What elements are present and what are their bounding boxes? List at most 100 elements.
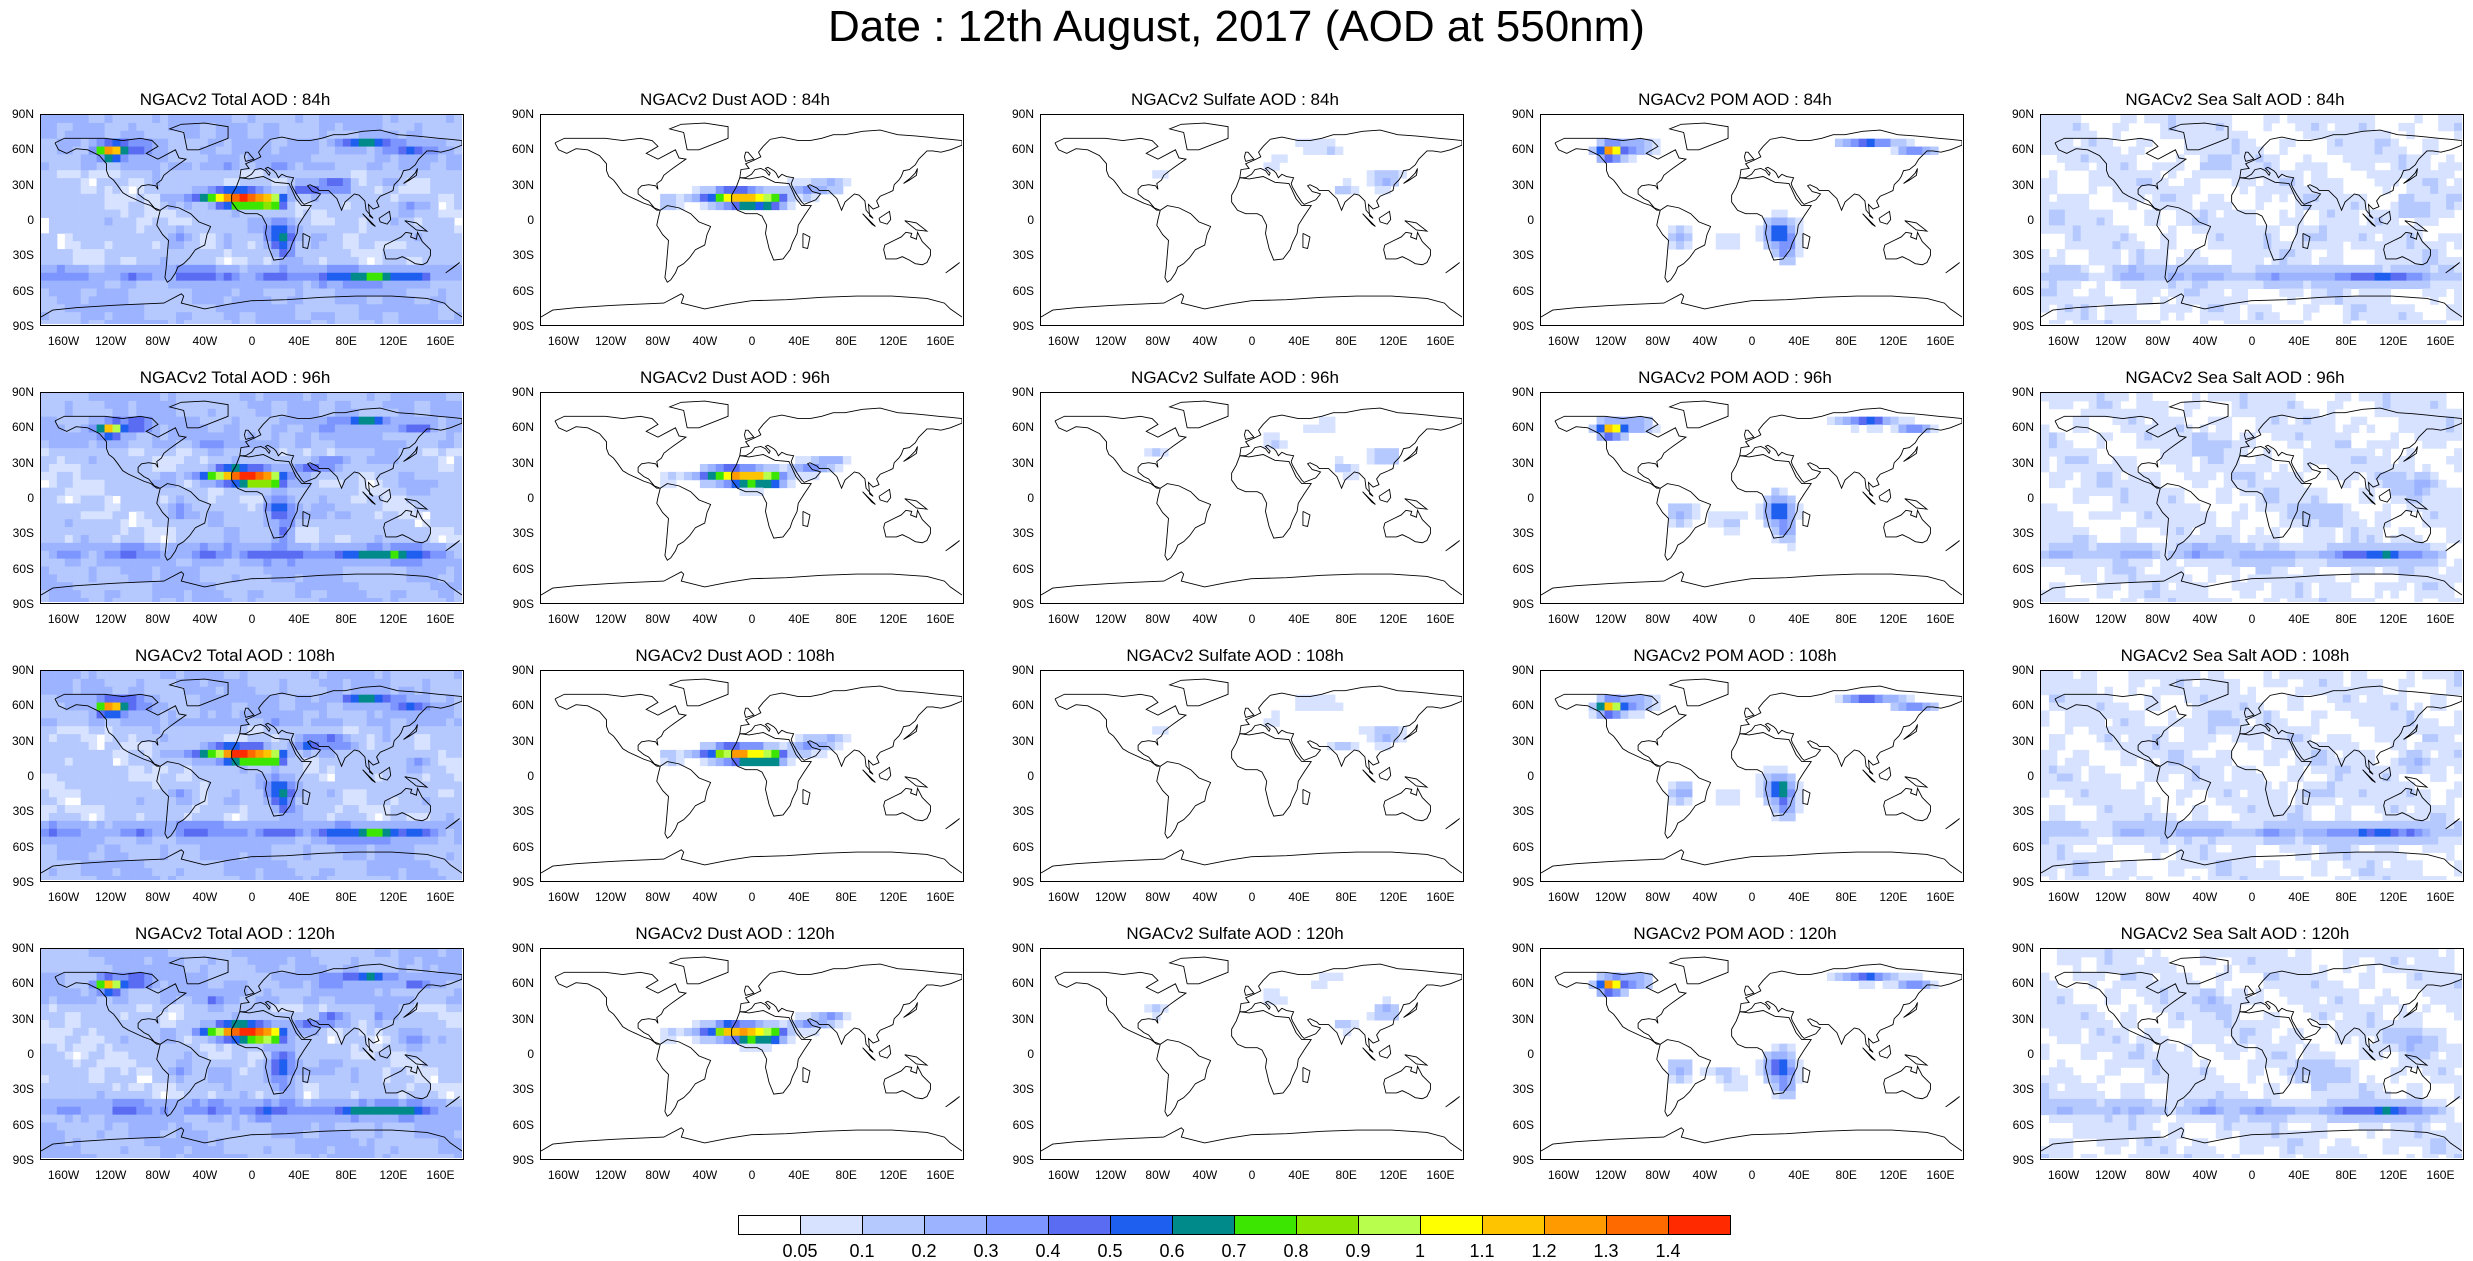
aod-field	[41, 949, 462, 1158]
colorbar-label: 1.2	[1519, 1241, 1569, 1261]
lon-tick-label: 40W	[2183, 612, 2227, 626]
lon-tick-label: 120E	[371, 612, 415, 626]
lon-tick-label: 120W	[1589, 890, 1633, 904]
lat-tick-label: 90S	[2000, 875, 2034, 889]
lon-tick-label: 80E	[1824, 334, 1868, 348]
aod-map	[1540, 392, 1964, 604]
lat-tick-label: 60N	[1000, 420, 1034, 434]
colorbar-swatch	[1048, 1215, 1111, 1235]
lat-tick-label: 90S	[1000, 1153, 1034, 1167]
lon-tick-label: 120W	[589, 890, 633, 904]
colorbar-swatch	[1172, 1215, 1235, 1235]
lon-tick-label: 40W	[1183, 612, 1227, 626]
lat-tick-label: 30N	[1000, 1012, 1034, 1026]
lat-tick-label: 60S	[0, 840, 34, 854]
lon-tick-label: 80E	[2324, 612, 2368, 626]
lat-tick-label: 60N	[1500, 142, 1534, 156]
aod-map	[540, 392, 964, 604]
lon-tick-label: 120E	[371, 890, 415, 904]
lat-tick-label: 30N	[1500, 734, 1534, 748]
lon-tick-label: 120E	[2371, 334, 2415, 348]
lon-tick-label: 80W	[1136, 612, 1180, 626]
lat-tick-label: 90N	[1500, 663, 1534, 677]
lat-tick-label: 90S	[1500, 1153, 1534, 1167]
lon-tick-label: 40E	[1277, 334, 1321, 348]
lon-tick-label: 40E	[1777, 890, 1821, 904]
lat-tick-label: 90S	[0, 875, 34, 889]
aod-field	[2041, 949, 2462, 1158]
lat-tick-label: 90N	[0, 107, 34, 121]
aod-map	[1540, 114, 1964, 326]
lat-tick-label: 30S	[2000, 248, 2034, 262]
lat-tick-label: 30S	[1500, 526, 1534, 540]
panel-title: NGACv2 POM AOD : 108h	[1500, 646, 1970, 666]
colorbar-swatch	[1234, 1215, 1297, 1235]
aod-map	[2040, 670, 2464, 882]
lat-tick-label: 60N	[0, 698, 34, 712]
lat-tick-label: 90N	[1500, 941, 1534, 955]
lon-tick-label: 80E	[324, 890, 368, 904]
lon-tick-label: 160W	[1042, 1168, 1086, 1182]
lat-tick-label: 90S	[500, 875, 534, 889]
aod-map	[2040, 948, 2464, 1160]
lon-tick-label: 120E	[2371, 1168, 2415, 1182]
aod-map	[1540, 670, 1964, 882]
lon-tick-label: 40W	[683, 334, 727, 348]
lat-tick-label: 60S	[1000, 1118, 1034, 1132]
lat-tick-label: 30N	[1000, 734, 1034, 748]
lat-tick-label: 90S	[1000, 319, 1034, 333]
lon-tick-label: 80W	[1636, 1168, 1680, 1182]
colorbar-swatch	[1296, 1215, 1359, 1235]
lon-tick-label: 120W	[89, 890, 133, 904]
map-canvas	[2041, 115, 2462, 324]
lat-tick-label: 90N	[1000, 385, 1034, 399]
lat-tick-label: 60N	[1500, 976, 1534, 990]
lon-tick-label: 160E	[918, 612, 962, 626]
lon-tick-label: 80W	[2136, 1168, 2180, 1182]
aod-field	[41, 115, 462, 324]
lat-tick-label: 30S	[2000, 526, 2034, 540]
lon-tick-label: 80E	[1824, 890, 1868, 904]
lon-tick-label: 120E	[871, 1168, 915, 1182]
lat-tick-label: 0	[1500, 491, 1534, 505]
colorbar-swatch	[738, 1215, 801, 1235]
colorbar-label: 0.3	[961, 1241, 1011, 1261]
lat-tick-label: 30S	[1500, 804, 1534, 818]
lon-tick-label: 40W	[1183, 334, 1227, 348]
lon-tick-label: 80W	[136, 890, 180, 904]
lon-tick-label: 120W	[89, 334, 133, 348]
lat-tick-label: 90N	[0, 385, 34, 399]
lon-tick-label: 120W	[589, 334, 633, 348]
lat-tick-label: 30N	[500, 1012, 534, 1026]
aod-field	[660, 456, 851, 496]
lon-tick-label: 0	[2230, 890, 2274, 904]
lon-tick-label: 120W	[2089, 1168, 2133, 1182]
lat-tick-label: 90S	[1500, 875, 1534, 889]
lon-tick-label: 120E	[1871, 1168, 1915, 1182]
coastlines	[1041, 679, 1462, 873]
lat-tick-label: 60N	[500, 142, 534, 156]
lon-tick-label: 120E	[1871, 612, 1915, 626]
lat-tick-label: 60N	[2000, 698, 2034, 712]
aod-field	[41, 393, 462, 602]
lat-tick-label: 90N	[500, 663, 534, 677]
lon-tick-label: 80E	[1824, 1168, 1868, 1182]
panel-title: NGACv2 Sea Salt AOD : 96h	[2000, 368, 2470, 388]
aod-map	[2040, 392, 2464, 604]
panel-title: NGACv2 Sulfate AOD : 84h	[1000, 90, 1470, 110]
lon-tick-label: 80E	[2324, 1168, 2368, 1182]
lat-tick-label: 60S	[500, 562, 534, 576]
lat-tick-label: 30N	[500, 734, 534, 748]
panel-title: NGACv2 Total AOD : 108h	[0, 646, 470, 666]
panel-title: NGACv2 POM AOD : 120h	[1500, 924, 1970, 944]
